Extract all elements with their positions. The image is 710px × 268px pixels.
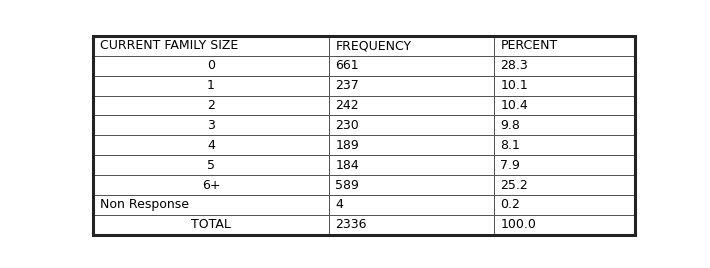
Text: 2: 2 xyxy=(207,99,215,112)
Text: 4: 4 xyxy=(335,199,343,211)
Bar xyxy=(494,195,635,215)
Text: 1: 1 xyxy=(207,79,215,92)
Text: 189: 189 xyxy=(335,139,359,152)
Bar xyxy=(93,56,329,76)
Bar xyxy=(329,155,494,175)
Bar xyxy=(329,215,494,235)
Text: TOTAL: TOTAL xyxy=(191,218,231,231)
Bar xyxy=(329,116,494,135)
Bar xyxy=(93,135,329,155)
Bar xyxy=(93,116,329,135)
Bar xyxy=(329,56,494,76)
Bar xyxy=(93,96,329,116)
Text: 10.1: 10.1 xyxy=(501,79,528,92)
Text: 661: 661 xyxy=(335,59,359,72)
Bar xyxy=(329,135,494,155)
Bar xyxy=(494,116,635,135)
Text: 3: 3 xyxy=(207,119,215,132)
Text: Non Response: Non Response xyxy=(99,199,189,211)
Bar xyxy=(494,76,635,96)
Bar xyxy=(93,215,329,235)
Text: 6+: 6+ xyxy=(202,178,220,192)
Bar xyxy=(329,36,494,56)
Bar xyxy=(93,155,329,175)
Text: 2336: 2336 xyxy=(335,218,367,231)
Bar xyxy=(494,36,635,56)
Text: 4: 4 xyxy=(207,139,215,152)
Text: 100.0: 100.0 xyxy=(501,218,536,231)
Bar xyxy=(93,76,329,96)
Bar xyxy=(494,96,635,116)
Bar xyxy=(329,76,494,96)
Bar xyxy=(494,215,635,235)
Text: 237: 237 xyxy=(335,79,359,92)
Text: 7.9: 7.9 xyxy=(501,159,520,172)
Bar xyxy=(494,175,635,195)
Text: 25.2: 25.2 xyxy=(501,178,528,192)
Text: 0.2: 0.2 xyxy=(501,199,520,211)
Bar xyxy=(494,56,635,76)
Text: FREQUENCY: FREQUENCY xyxy=(335,39,411,52)
Text: PERCENT: PERCENT xyxy=(501,39,557,52)
Text: CURRENT FAMILY SIZE: CURRENT FAMILY SIZE xyxy=(99,39,238,52)
Text: 242: 242 xyxy=(335,99,359,112)
Bar xyxy=(93,195,329,215)
Text: 10.4: 10.4 xyxy=(501,99,528,112)
Text: 230: 230 xyxy=(335,119,359,132)
Bar xyxy=(329,175,494,195)
Text: 5: 5 xyxy=(207,159,215,172)
Bar xyxy=(329,195,494,215)
Text: 28.3: 28.3 xyxy=(501,59,528,72)
Bar xyxy=(494,155,635,175)
Bar xyxy=(93,175,329,195)
Text: 184: 184 xyxy=(335,159,359,172)
Text: 8.1: 8.1 xyxy=(501,139,520,152)
Bar xyxy=(494,135,635,155)
Text: 9.8: 9.8 xyxy=(501,119,520,132)
Bar xyxy=(329,96,494,116)
Text: 0: 0 xyxy=(207,59,215,72)
Bar xyxy=(93,36,329,56)
Text: 589: 589 xyxy=(335,178,359,192)
